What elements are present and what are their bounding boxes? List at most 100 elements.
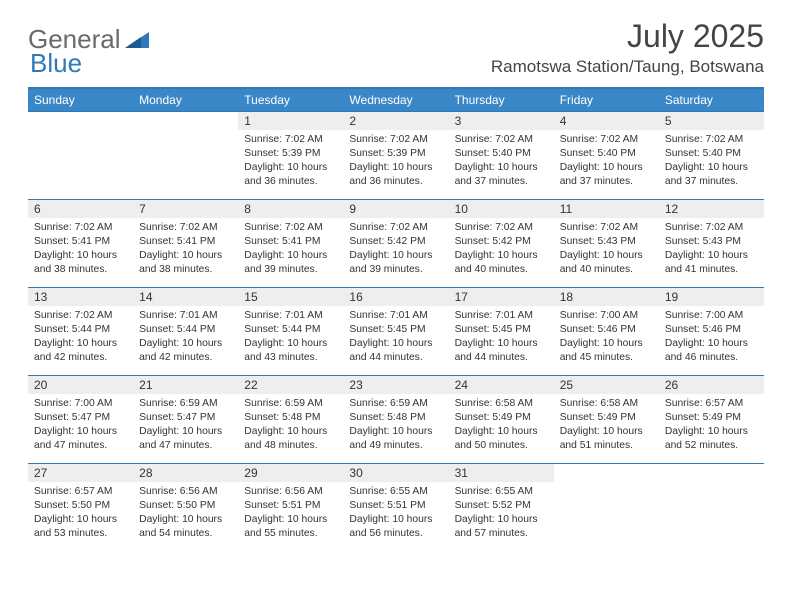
day-number: 9 [343,200,448,218]
day-details: Sunrise: 7:02 AMSunset: 5:39 PMDaylight:… [343,130,448,195]
day-number: 17 [449,288,554,306]
day-header: Sunday [28,88,133,112]
calendar-cell: 27Sunrise: 6:57 AMSunset: 5:50 PMDayligh… [28,464,133,552]
day-number: 10 [449,200,554,218]
day-number: 25 [554,376,659,394]
calendar-week-row: 13Sunrise: 7:02 AMSunset: 5:44 PMDayligh… [28,288,764,376]
calendar-cell: 26Sunrise: 6:57 AMSunset: 5:49 PMDayligh… [659,376,764,464]
day-number: 16 [343,288,448,306]
day-details: Sunrise: 7:00 AMSunset: 5:46 PMDaylight:… [659,306,764,371]
day-details: Sunrise: 6:59 AMSunset: 5:47 PMDaylight:… [133,394,238,459]
day-number: 12 [659,200,764,218]
day-details: Sunrise: 6:59 AMSunset: 5:48 PMDaylight:… [343,394,448,459]
day-header: Friday [554,88,659,112]
calendar-cell: 1Sunrise: 7:02 AMSunset: 5:39 PMDaylight… [238,112,343,200]
calendar-week-row: 6Sunrise: 7:02 AMSunset: 5:41 PMDaylight… [28,200,764,288]
day-number: 29 [238,464,343,482]
calendar-cell: 31Sunrise: 6:55 AMSunset: 5:52 PMDayligh… [449,464,554,552]
calendar-cell: 5Sunrise: 7:02 AMSunset: 5:40 PMDaylight… [659,112,764,200]
calendar-cell: 4Sunrise: 7:02 AMSunset: 5:40 PMDaylight… [554,112,659,200]
day-details: Sunrise: 7:02 AMSunset: 5:39 PMDaylight:… [238,130,343,195]
logo-text-blue: Blue [30,48,82,79]
calendar-cell: 18Sunrise: 7:00 AMSunset: 5:46 PMDayligh… [554,288,659,376]
calendar-cell: 3Sunrise: 7:02 AMSunset: 5:40 PMDaylight… [449,112,554,200]
day-details: Sunrise: 6:57 AMSunset: 5:50 PMDaylight:… [28,482,133,547]
day-details: Sunrise: 7:02 AMSunset: 5:44 PMDaylight:… [28,306,133,371]
day-details: Sunrise: 6:59 AMSunset: 5:48 PMDaylight:… [238,394,343,459]
day-number: 14 [133,288,238,306]
calendar-cell: 29Sunrise: 6:56 AMSunset: 5:51 PMDayligh… [238,464,343,552]
calendar-cell: 12Sunrise: 7:02 AMSunset: 5:43 PMDayligh… [659,200,764,288]
day-header: Saturday [659,88,764,112]
day-details: Sunrise: 6:55 AMSunset: 5:51 PMDaylight:… [343,482,448,547]
day-details: Sunrise: 6:56 AMSunset: 5:51 PMDaylight:… [238,482,343,547]
title-block: July 2025 Ramotswa Station/Taung, Botswa… [491,18,764,77]
calendar-cell: 14Sunrise: 7:01 AMSunset: 5:44 PMDayligh… [133,288,238,376]
day-number: 24 [449,376,554,394]
calendar-cell: 23Sunrise: 6:59 AMSunset: 5:48 PMDayligh… [343,376,448,464]
day-details: Sunrise: 7:02 AMSunset: 5:40 PMDaylight:… [554,130,659,195]
day-number: 31 [449,464,554,482]
day-number: 27 [28,464,133,482]
calendar-cell: 6Sunrise: 7:02 AMSunset: 5:41 PMDaylight… [28,200,133,288]
header: General July 2025 Ramotswa Station/Taung… [28,18,764,77]
logo-triangle-icon [125,30,149,50]
day-details: Sunrise: 7:02 AMSunset: 5:41 PMDaylight:… [238,218,343,283]
calendar-cell [133,112,238,200]
day-number: 8 [238,200,343,218]
calendar-cell: 21Sunrise: 6:59 AMSunset: 5:47 PMDayligh… [133,376,238,464]
day-details: Sunrise: 6:58 AMSunset: 5:49 PMDaylight:… [554,394,659,459]
day-number: 1 [238,112,343,130]
calendar-cell: 30Sunrise: 6:55 AMSunset: 5:51 PMDayligh… [343,464,448,552]
day-number: 23 [343,376,448,394]
calendar-cell: 13Sunrise: 7:02 AMSunset: 5:44 PMDayligh… [28,288,133,376]
day-details: Sunrise: 7:00 AMSunset: 5:46 PMDaylight:… [554,306,659,371]
day-header: Monday [133,88,238,112]
day-details: Sunrise: 7:02 AMSunset: 5:40 PMDaylight:… [659,130,764,195]
day-header-row: SundayMondayTuesdayWednesdayThursdayFrid… [28,88,764,112]
calendar-cell: 20Sunrise: 7:00 AMSunset: 5:47 PMDayligh… [28,376,133,464]
calendar-week-row: 27Sunrise: 6:57 AMSunset: 5:50 PMDayligh… [28,464,764,552]
day-number: 3 [449,112,554,130]
day-number: 15 [238,288,343,306]
day-number: 13 [28,288,133,306]
calendar-cell: 15Sunrise: 7:01 AMSunset: 5:44 PMDayligh… [238,288,343,376]
calendar-cell: 8Sunrise: 7:02 AMSunset: 5:41 PMDaylight… [238,200,343,288]
day-details: Sunrise: 7:02 AMSunset: 5:43 PMDaylight:… [659,218,764,283]
calendar-cell: 9Sunrise: 7:02 AMSunset: 5:42 PMDaylight… [343,200,448,288]
location: Ramotswa Station/Taung, Botswana [491,57,764,77]
calendar-cell: 17Sunrise: 7:01 AMSunset: 5:45 PMDayligh… [449,288,554,376]
calendar-cell: 24Sunrise: 6:58 AMSunset: 5:49 PMDayligh… [449,376,554,464]
day-details: Sunrise: 6:55 AMSunset: 5:52 PMDaylight:… [449,482,554,547]
calendar-cell: 25Sunrise: 6:58 AMSunset: 5:49 PMDayligh… [554,376,659,464]
day-details: Sunrise: 7:00 AMSunset: 5:47 PMDaylight:… [28,394,133,459]
calendar-cell: 10Sunrise: 7:02 AMSunset: 5:42 PMDayligh… [449,200,554,288]
day-details: Sunrise: 7:02 AMSunset: 5:43 PMDaylight:… [554,218,659,283]
calendar-table: SundayMondayTuesdayWednesdayThursdayFrid… [28,87,764,552]
day-number: 4 [554,112,659,130]
day-number: 7 [133,200,238,218]
day-number: 19 [659,288,764,306]
day-details: Sunrise: 7:02 AMSunset: 5:42 PMDaylight:… [449,218,554,283]
day-number: 26 [659,376,764,394]
day-details: Sunrise: 7:02 AMSunset: 5:42 PMDaylight:… [343,218,448,283]
day-number: 18 [554,288,659,306]
day-number: 5 [659,112,764,130]
calendar-cell: 7Sunrise: 7:02 AMSunset: 5:41 PMDaylight… [133,200,238,288]
calendar-cell [659,464,764,552]
calendar-cell [28,112,133,200]
calendar-week-row: 1Sunrise: 7:02 AMSunset: 5:39 PMDaylight… [28,112,764,200]
day-number: 20 [28,376,133,394]
day-number: 22 [238,376,343,394]
calendar-week-row: 20Sunrise: 7:00 AMSunset: 5:47 PMDayligh… [28,376,764,464]
day-details: Sunrise: 7:02 AMSunset: 5:41 PMDaylight:… [133,218,238,283]
day-header: Wednesday [343,88,448,112]
day-number: 21 [133,376,238,394]
calendar-cell: 2Sunrise: 7:02 AMSunset: 5:39 PMDaylight… [343,112,448,200]
day-header: Tuesday [238,88,343,112]
day-details: Sunrise: 6:56 AMSunset: 5:50 PMDaylight:… [133,482,238,547]
month-title: July 2025 [491,18,764,55]
day-number: 30 [343,464,448,482]
calendar-cell: 16Sunrise: 7:01 AMSunset: 5:45 PMDayligh… [343,288,448,376]
calendar-cell: 22Sunrise: 6:59 AMSunset: 5:48 PMDayligh… [238,376,343,464]
